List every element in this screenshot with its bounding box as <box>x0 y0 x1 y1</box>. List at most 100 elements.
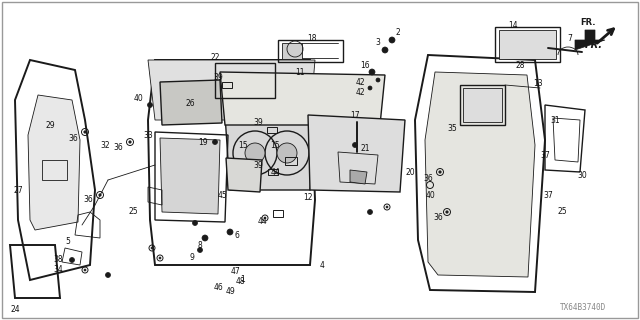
Polygon shape <box>148 60 315 120</box>
Text: 20: 20 <box>405 167 415 177</box>
Text: 38: 38 <box>53 255 63 265</box>
Polygon shape <box>350 170 367 184</box>
Text: 45: 45 <box>217 191 227 201</box>
Circle shape <box>198 247 202 252</box>
Circle shape <box>147 102 152 108</box>
Circle shape <box>367 210 372 214</box>
Polygon shape <box>225 115 315 190</box>
Text: 11: 11 <box>295 68 305 76</box>
Circle shape <box>368 86 372 90</box>
Text: 17: 17 <box>350 110 360 119</box>
Circle shape <box>212 140 218 145</box>
Bar <box>285 157 297 165</box>
Circle shape <box>389 37 395 43</box>
Text: 8: 8 <box>198 241 202 250</box>
Text: 33: 33 <box>143 131 153 140</box>
Text: 6: 6 <box>235 231 239 241</box>
Text: 42: 42 <box>355 77 365 86</box>
Text: 27: 27 <box>13 186 23 195</box>
Circle shape <box>84 131 86 133</box>
Bar <box>267 127 277 133</box>
Text: 2: 2 <box>396 28 401 36</box>
Circle shape <box>129 141 131 143</box>
Bar <box>499 30 556 59</box>
Text: 42: 42 <box>355 87 365 97</box>
Circle shape <box>264 217 266 219</box>
Text: 25: 25 <box>557 207 567 217</box>
Circle shape <box>289 131 291 133</box>
Text: 39: 39 <box>253 117 263 126</box>
Text: 25: 25 <box>128 207 138 217</box>
Text: 21: 21 <box>360 143 370 153</box>
Polygon shape <box>575 30 605 50</box>
Text: 34: 34 <box>53 266 63 275</box>
Polygon shape <box>160 80 222 125</box>
Text: 5: 5 <box>65 237 70 246</box>
Text: 14: 14 <box>508 20 518 29</box>
Text: 44: 44 <box>257 218 267 227</box>
Circle shape <box>353 142 358 148</box>
Polygon shape <box>308 115 405 192</box>
Text: 39: 39 <box>213 73 223 82</box>
Text: 15: 15 <box>270 140 280 149</box>
Circle shape <box>151 247 153 249</box>
Bar <box>278 40 343 62</box>
Bar <box>495 27 560 62</box>
Circle shape <box>227 229 233 235</box>
Polygon shape <box>160 138 220 214</box>
Text: TX64B3740D: TX64B3740D <box>560 303 606 312</box>
Bar <box>42 160 67 180</box>
Text: 28: 28 <box>515 60 525 69</box>
Text: 37: 37 <box>543 190 553 199</box>
Text: 40: 40 <box>133 93 143 102</box>
Circle shape <box>70 258 74 262</box>
Text: 48: 48 <box>235 277 245 286</box>
Text: 36: 36 <box>433 213 443 222</box>
Text: 46: 46 <box>213 284 223 292</box>
Text: 22: 22 <box>211 52 220 61</box>
Text: 47: 47 <box>230 268 240 276</box>
Text: 1: 1 <box>241 276 245 284</box>
Text: 24: 24 <box>10 306 20 315</box>
Text: 39: 39 <box>253 161 263 170</box>
Text: 29: 29 <box>45 121 55 130</box>
Circle shape <box>202 235 208 241</box>
Bar <box>268 169 278 175</box>
Text: 35: 35 <box>447 124 457 132</box>
Text: 36: 36 <box>113 142 123 151</box>
Text: FR.: FR. <box>585 40 603 50</box>
Text: 30: 30 <box>577 171 587 180</box>
Text: 26: 26 <box>185 99 195 108</box>
Text: 18: 18 <box>307 34 317 43</box>
Text: 36: 36 <box>423 173 433 182</box>
Polygon shape <box>28 95 80 230</box>
Text: 15: 15 <box>238 140 248 149</box>
Circle shape <box>245 143 265 163</box>
Bar <box>460 85 505 125</box>
Text: 4: 4 <box>319 260 324 269</box>
Text: 19: 19 <box>198 138 208 147</box>
Text: 40: 40 <box>425 190 435 199</box>
Circle shape <box>439 171 441 173</box>
Text: 49: 49 <box>225 287 235 297</box>
Bar <box>222 82 232 88</box>
Text: 7: 7 <box>568 34 572 43</box>
Polygon shape <box>220 72 385 125</box>
Text: 37: 37 <box>540 150 550 159</box>
Polygon shape <box>425 72 535 277</box>
Bar <box>273 210 283 217</box>
Circle shape <box>84 269 86 271</box>
Circle shape <box>106 273 111 277</box>
Bar <box>282 43 302 59</box>
Text: 16: 16 <box>360 60 370 69</box>
Text: 31: 31 <box>550 116 560 124</box>
Circle shape <box>159 257 161 259</box>
Text: 9: 9 <box>189 252 195 261</box>
Text: 36: 36 <box>83 196 93 204</box>
Text: 36: 36 <box>68 133 78 142</box>
Text: 12: 12 <box>303 194 313 203</box>
Circle shape <box>446 211 448 213</box>
Polygon shape <box>226 158 262 192</box>
Circle shape <box>277 143 297 163</box>
Text: FR.: FR. <box>580 18 595 27</box>
